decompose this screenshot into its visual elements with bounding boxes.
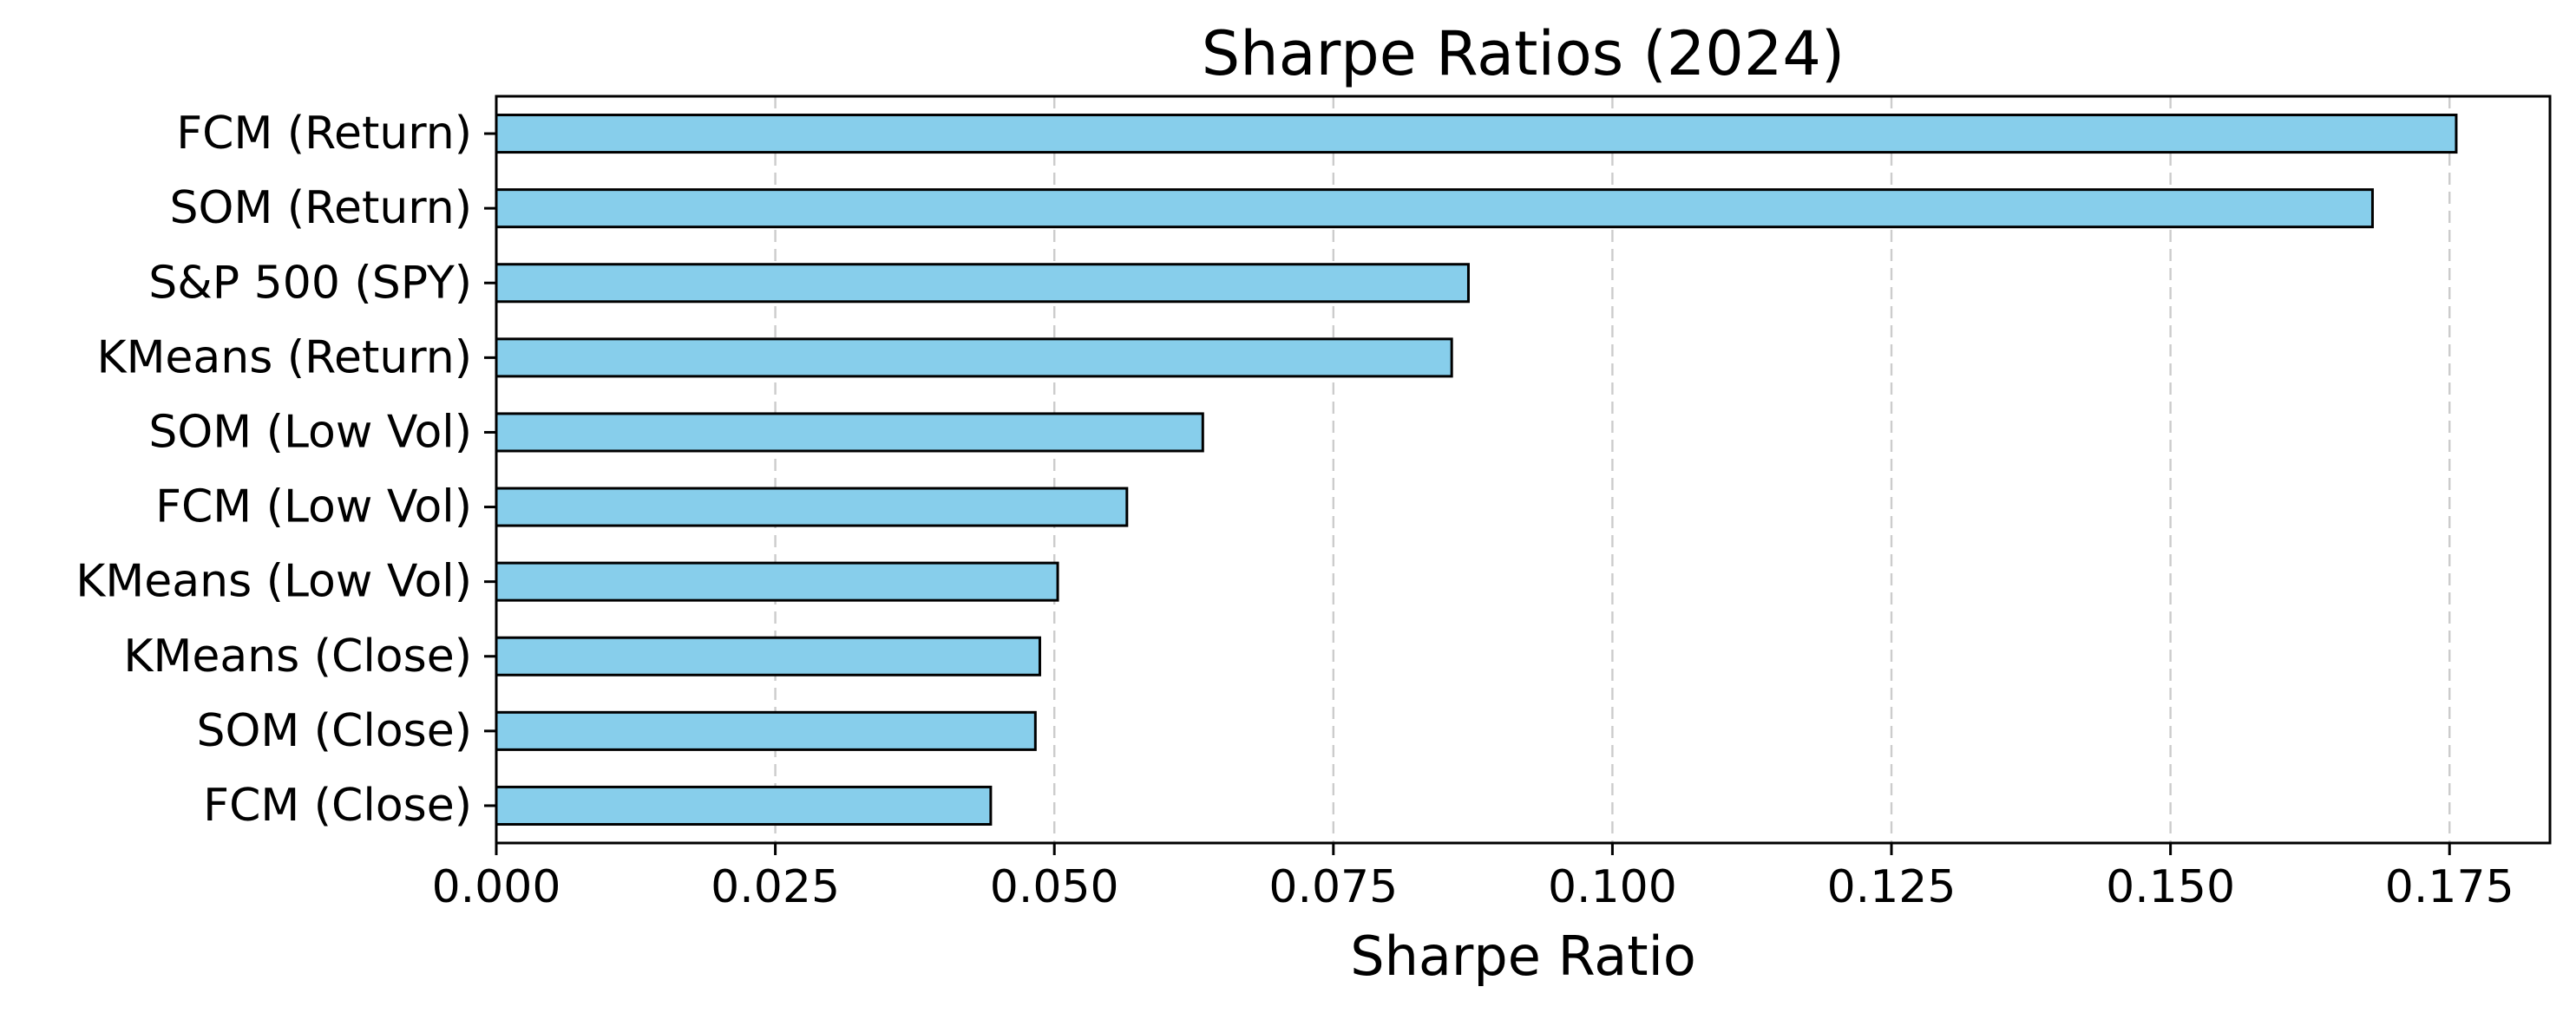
- x-tick-label: 0.000: [432, 861, 561, 913]
- x-tick-label: 0.125: [1827, 861, 1957, 913]
- bar: [495, 263, 1470, 304]
- bar: [495, 636, 1041, 676]
- x-tick-label: 0.175: [2385, 861, 2514, 913]
- y-tick-label: FCM (Close): [203, 780, 472, 832]
- bar: [495, 710, 1037, 751]
- y-tick-label: KMeans (Close): [123, 631, 472, 683]
- y-tick-label: KMeans (Low Vol): [75, 556, 472, 608]
- bar: [495, 188, 2374, 229]
- bar: [495, 561, 1059, 602]
- y-tick-label: SOM (Low Vol): [148, 406, 472, 458]
- y-tick-label: FCM (Low Vol): [155, 481, 472, 533]
- bar: [495, 412, 1204, 453]
- x-tick-label: 0.050: [990, 861, 1119, 913]
- y-tick-label: SOM (Close): [196, 705, 472, 757]
- x-axis: 0.000 0.025 0.050 0.075 0.100 0.125 0.150 0.175: [432, 843, 2514, 913]
- x-axis-label: Sharpe Ratio: [1350, 925, 1696, 988]
- y-tick-label: S&P 500 (SPY): [148, 257, 472, 309]
- bar: [495, 785, 993, 826]
- x-tick-label: 0.075: [1268, 861, 1398, 913]
- y-tick-label: FCM (Return): [176, 108, 472, 160]
- y-axis: FCM (Return) SOM (Return) S&P 500 (SPY) KMe…: [75, 108, 496, 832]
- y-tick-label: SOM (Return): [170, 182, 472, 234]
- bar: [495, 114, 2458, 154]
- y-tick-label: KMeans (Return): [96, 331, 472, 383]
- bar: [495, 487, 1129, 527]
- x-tick-label: 0.025: [711, 861, 840, 913]
- x-tick-label: 0.100: [1548, 861, 1677, 913]
- bar-layer: [495, 114, 2458, 826]
- plot-area-frame: [495, 95, 2552, 845]
- x-tick-label: 0.150: [2106, 861, 2235, 913]
- bar: [495, 337, 1453, 378]
- chart-title: Sharpe Ratios (2024): [1202, 18, 1845, 89]
